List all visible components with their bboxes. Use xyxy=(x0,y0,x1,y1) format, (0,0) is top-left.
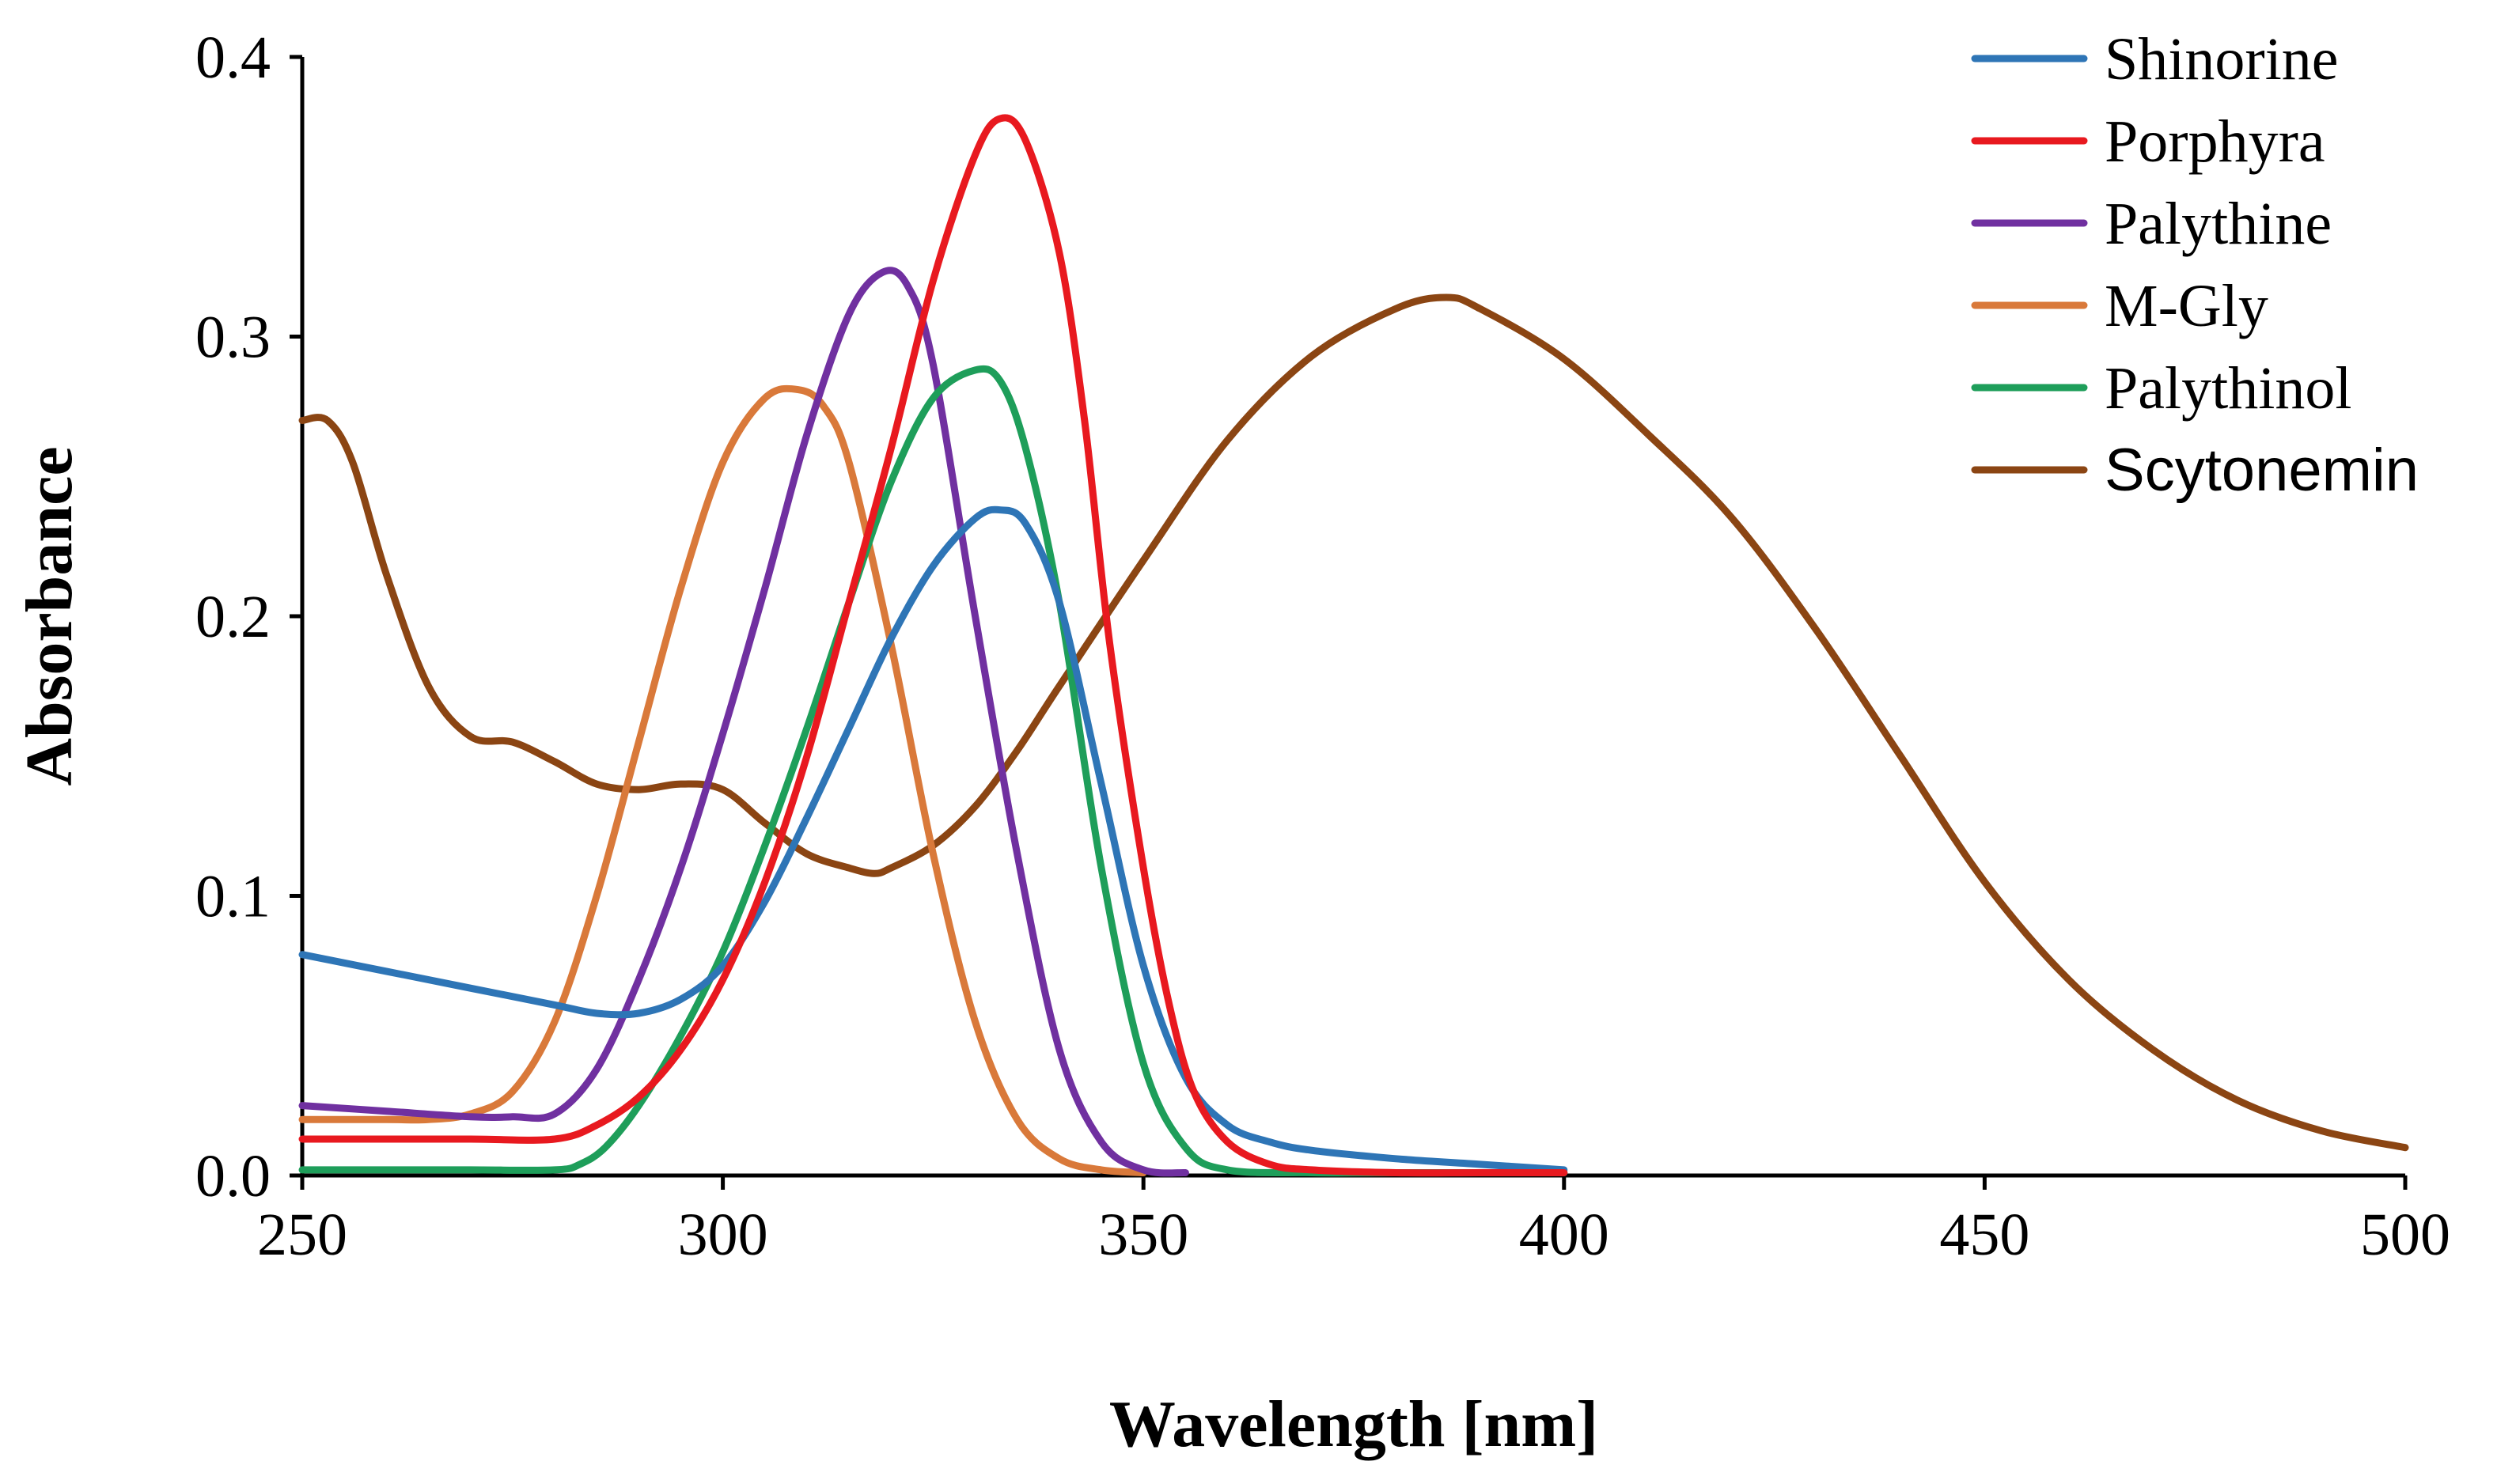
series-line-palythine xyxy=(298,267,1189,1177)
legend-label: Shinorine xyxy=(2105,26,2339,93)
y-tick-label: 0.0 xyxy=(195,1143,271,1210)
series-line-scytonemin xyxy=(298,293,2409,1152)
legend-label: Scytonemin xyxy=(2105,437,2419,504)
y-tick-label: 0.4 xyxy=(195,25,271,91)
legend-label: Porphyra xyxy=(2105,108,2325,175)
legend-label: Palythine xyxy=(2105,191,2332,257)
legend: Shinorine Porphyra Palythine M-Gly Palythino… xyxy=(1971,26,2419,504)
series-line-m-gly xyxy=(298,384,1147,1176)
series-lines xyxy=(298,114,2409,1177)
series-line-palythinol xyxy=(298,365,1568,1177)
plot-area: 0.0 0.1 0.2 0.3 0.4 250 300 350 400 450 500 xyxy=(195,25,2450,1268)
series-line-porphyra xyxy=(298,114,1568,1177)
series-line-shinorine xyxy=(298,505,1568,1174)
x-tick-label: 350 xyxy=(1098,1202,1188,1268)
x-tick-label: 450 xyxy=(1939,1202,2029,1268)
y-ticks: 0.0 0.1 0.2 0.3 0.4 xyxy=(195,25,302,1210)
legend-label: Palythinol xyxy=(2105,355,2351,422)
x-tick-label: 300 xyxy=(678,1202,768,1268)
y-tick-label: 0.1 xyxy=(195,864,271,930)
legend-label: M-Gly xyxy=(2105,273,2268,339)
x-tick-label: 250 xyxy=(257,1202,347,1268)
x-axis-title: Wavelength [nm] xyxy=(1109,1387,1598,1461)
x-ticks: 250 300 350 400 450 500 xyxy=(257,1175,2450,1268)
x-tick-label: 400 xyxy=(1519,1202,1609,1268)
x-tick-label: 500 xyxy=(2360,1202,2450,1268)
y-tick-label: 0.3 xyxy=(195,305,271,371)
y-axis-title: Absorbance xyxy=(13,446,86,786)
y-tick-label: 0.2 xyxy=(195,584,271,650)
